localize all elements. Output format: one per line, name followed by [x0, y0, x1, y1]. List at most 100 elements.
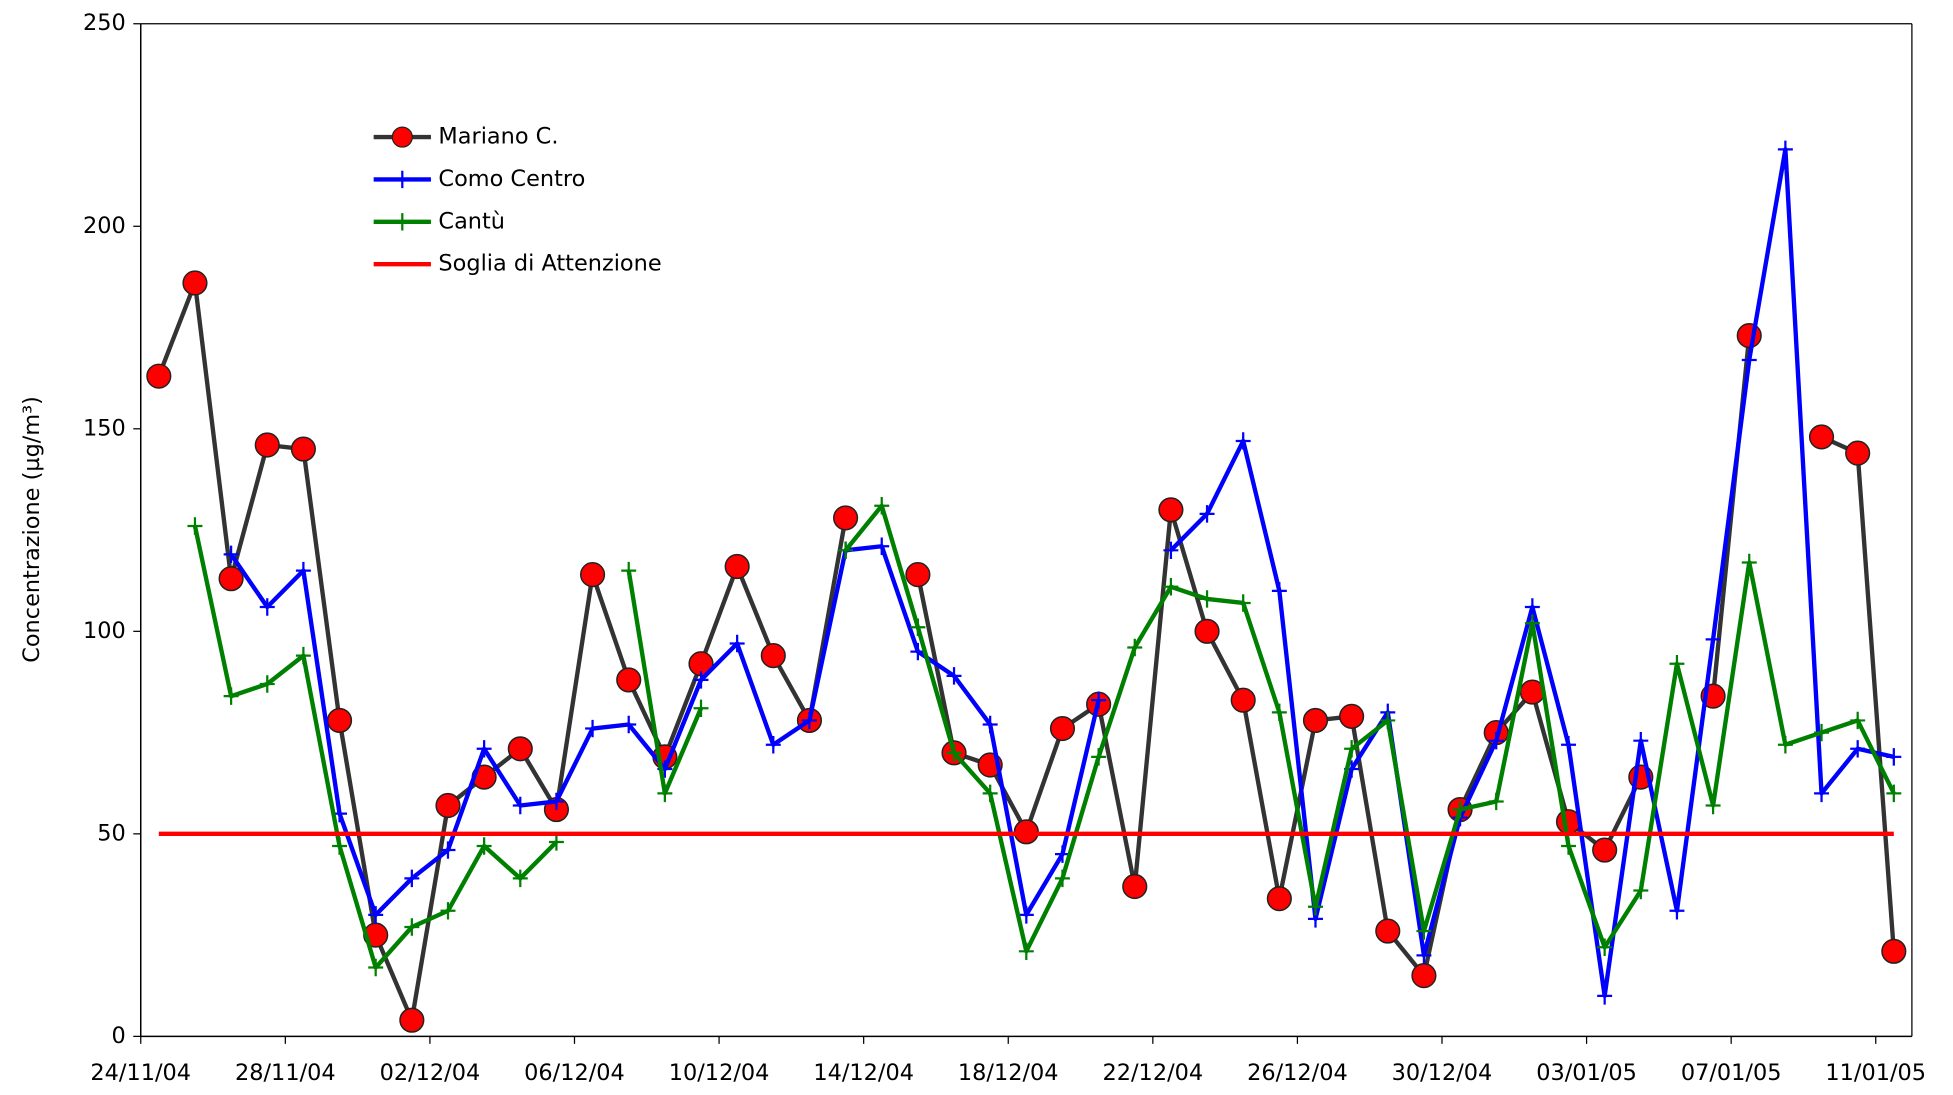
marker [982, 715, 998, 734]
marker [1633, 881, 1649, 900]
marker [1271, 703, 1287, 722]
legend-item: Soglia di Attenzione [373, 251, 662, 277]
legend-label: Cantù [438, 208, 505, 234]
legend-label: Como Centro [438, 166, 585, 192]
marker [1339, 703, 1365, 729]
marker [368, 906, 384, 924]
marker [1091, 691, 1107, 709]
marker [1597, 938, 1613, 956]
marker [435, 792, 461, 819]
marker [1091, 748, 1107, 766]
marker [1592, 837, 1618, 863]
legend-label: Soglia di Attenzione [438, 251, 661, 277]
marker [1705, 796, 1721, 815]
marker [1597, 987, 1613, 1005]
marker [1886, 784, 1902, 803]
marker [982, 784, 998, 803]
x-tick-label: 07/01/05 [1681, 1060, 1782, 1086]
marker [476, 740, 492, 758]
x-tick-label: 26/12/04 [1247, 1060, 1348, 1086]
marker [295, 561, 311, 580]
marker [1199, 590, 1215, 608]
marker [729, 634, 745, 653]
marker [838, 541, 854, 560]
marker [1416, 922, 1432, 940]
marker [146, 363, 172, 389]
marker [1235, 432, 1251, 450]
marker [1235, 594, 1251, 612]
marker [579, 562, 606, 588]
marker [218, 566, 244, 592]
marker [1741, 553, 1757, 572]
marker [1344, 740, 1360, 758]
x-tick-label: 14/12/04 [813, 1060, 914, 1086]
marker [1416, 946, 1432, 965]
marker [1375, 918, 1401, 944]
marker [187, 517, 203, 535]
marker [1524, 614, 1540, 632]
marker [1850, 711, 1866, 730]
marker [223, 545, 239, 564]
marker [548, 833, 564, 851]
legend-marker [394, 170, 410, 189]
marker [1266, 886, 1292, 912]
marker [1488, 792, 1504, 811]
y-tick-label: 250 [83, 10, 126, 36]
marker [946, 744, 962, 762]
marker [621, 561, 637, 580]
marker [1881, 938, 1907, 964]
marker [1122, 873, 1148, 900]
marker [801, 711, 817, 730]
x-tick-label: 02/12/04 [380, 1060, 481, 1086]
marker [254, 432, 280, 458]
marker [657, 784, 673, 803]
marker [1018, 906, 1034, 924]
marker [1808, 424, 1835, 450]
marker [404, 869, 420, 888]
x-tick-label: 30/12/04 [1392, 1060, 1493, 1086]
y-tick-label: 100 [83, 618, 126, 644]
legend-item: Como Centro [373, 166, 585, 192]
marker [1380, 711, 1396, 730]
x-tick-label: 03/01/05 [1536, 1060, 1637, 1086]
marker [1271, 582, 1287, 600]
marker [946, 667, 962, 685]
marker [295, 646, 311, 665]
x-tick-label: 28/11/04 [235, 1060, 336, 1086]
marker [182, 270, 208, 296]
y-axis-label: Concentrazione (µg/m³) [19, 396, 45, 663]
marker [1777, 736, 1793, 754]
marker [1018, 942, 1034, 961]
marker [1669, 655, 1685, 673]
marker [874, 537, 890, 555]
legend-item: Cantù [373, 208, 505, 234]
marker [874, 497, 890, 515]
marker [507, 736, 533, 762]
marker [1054, 869, 1070, 888]
marker [399, 1007, 425, 1033]
x-tick-label: 10/12/04 [669, 1060, 770, 1086]
marker [1163, 578, 1179, 596]
marker [1524, 598, 1540, 616]
marker [476, 837, 492, 855]
marker [616, 667, 642, 693]
marker [1230, 687, 1256, 713]
marker [259, 675, 275, 693]
marker [548, 792, 564, 811]
x-tick-label: 22/12/04 [1103, 1060, 1204, 1086]
marker [585, 719, 601, 738]
marker [1633, 731, 1649, 750]
legend-label: Mariano C. [438, 124, 558, 150]
marker [910, 618, 926, 636]
marker [1411, 963, 1437, 989]
x-tick-label: 24/11/04 [90, 1060, 191, 1086]
series-line [192, 503, 1896, 970]
marker [833, 505, 859, 531]
marker [1199, 505, 1215, 523]
marker [760, 643, 786, 669]
marker [1814, 723, 1830, 742]
marker [1741, 351, 1757, 369]
y-tick-label: 150 [83, 415, 126, 441]
